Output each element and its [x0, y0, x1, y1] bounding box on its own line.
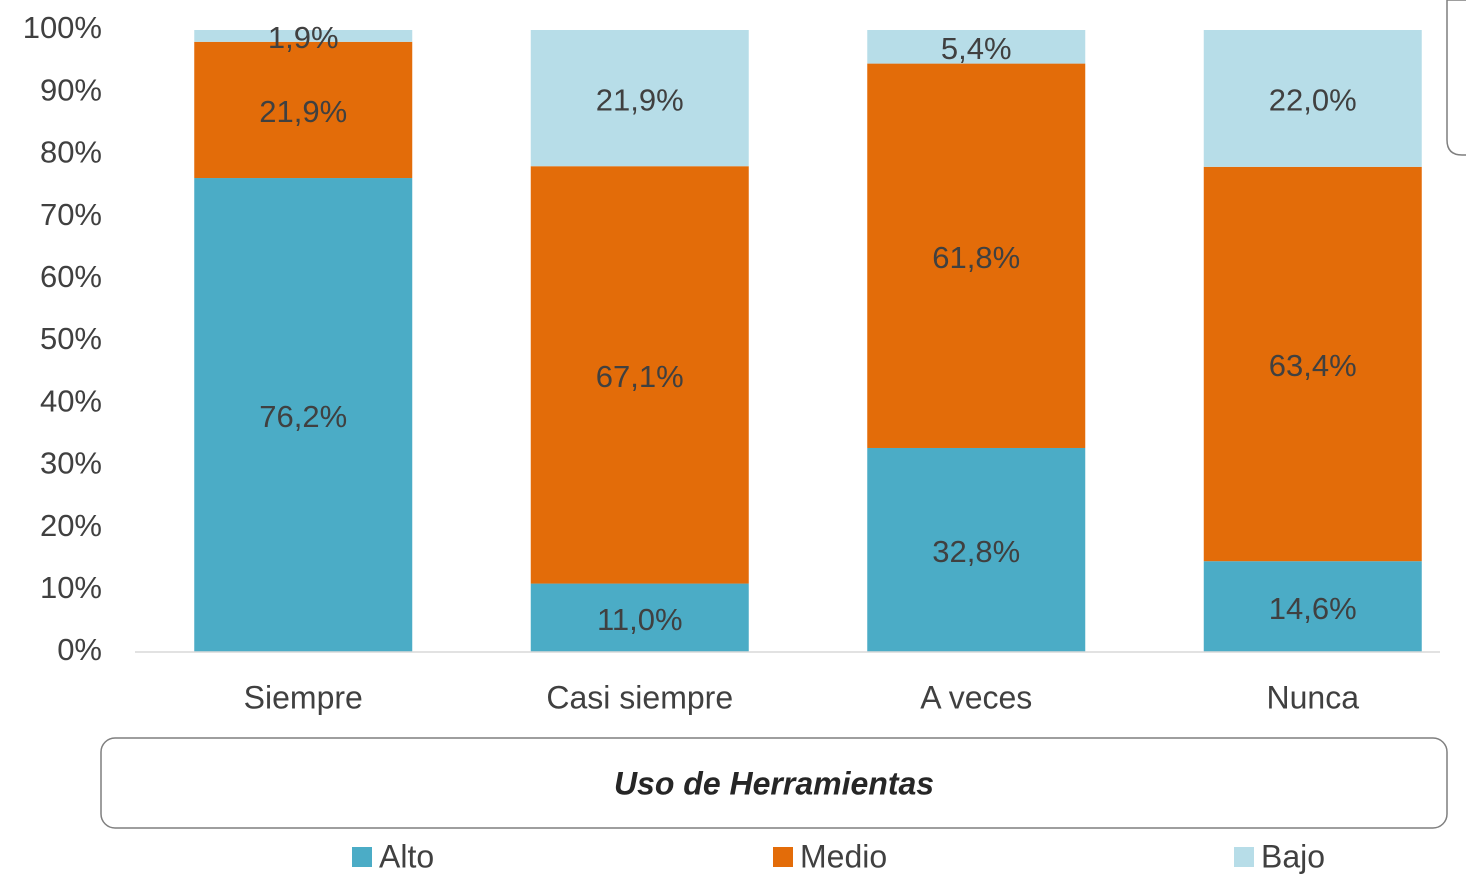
value-label: 61,8%	[932, 240, 1020, 275]
bar-segment	[194, 30, 413, 42]
value-label: 1,9%	[268, 20, 339, 55]
legend-label: Bajo	[1261, 838, 1325, 874]
value-label: 11,0%	[597, 602, 683, 637]
value-label: 22,0%	[1269, 83, 1357, 118]
value-label: 5,4%	[941, 31, 1012, 66]
y-tick-label: 40%	[40, 383, 102, 418]
bar-segment	[194, 178, 413, 652]
value-label: 14,6%	[1269, 591, 1357, 626]
bar-segment	[1203, 561, 1422, 652]
bar-segment	[530, 166, 749, 584]
x-tick-label: Nunca	[1267, 679, 1360, 715]
x-tick-label: Casi siempre	[546, 679, 733, 715]
value-label: 21,9%	[259, 94, 347, 129]
x-axis-title: Uso de Herramientas	[614, 765, 934, 801]
legend-swatch	[352, 847, 372, 867]
y-tick-label: 50%	[40, 321, 102, 356]
y-tick-label: 20%	[40, 508, 102, 543]
bar-segment	[867, 30, 1086, 64]
legend-label: Medio	[800, 838, 887, 874]
value-label: 21,9%	[596, 82, 684, 117]
bar-segment	[1203, 30, 1422, 167]
bar-segment	[1203, 166, 1422, 562]
legend-swatch	[1234, 847, 1254, 867]
legend-swatch	[773, 847, 793, 867]
y-tick-label: 0%	[57, 632, 102, 667]
value-label: 67,1%	[596, 359, 684, 394]
value-label: 76,2%	[259, 399, 347, 434]
bar-segment	[867, 447, 1086, 652]
y-tick-label: 80%	[40, 135, 102, 170]
bar-segment	[530, 583, 749, 652]
y-tick-label: 100%	[23, 10, 102, 45]
x-tick-label: Siempre	[244, 679, 363, 715]
bar-segment	[194, 41, 413, 179]
side-frame	[1446, 0, 1466, 156]
y-tick-label: 10%	[40, 570, 102, 605]
bar-segment	[867, 63, 1086, 448]
legend-label: Alto	[379, 838, 434, 874]
bar-segment	[530, 30, 749, 167]
value-label: 32,8%	[932, 534, 1020, 569]
y-tick-label: 30%	[40, 446, 102, 481]
y-tick-label: 90%	[40, 72, 102, 107]
x-title-box	[100, 737, 1448, 829]
x-tick-label: A veces	[920, 679, 1032, 715]
y-tick-label: 70%	[40, 197, 102, 232]
y-tick-label: 60%	[40, 259, 102, 294]
value-label: 63,4%	[1269, 348, 1357, 383]
